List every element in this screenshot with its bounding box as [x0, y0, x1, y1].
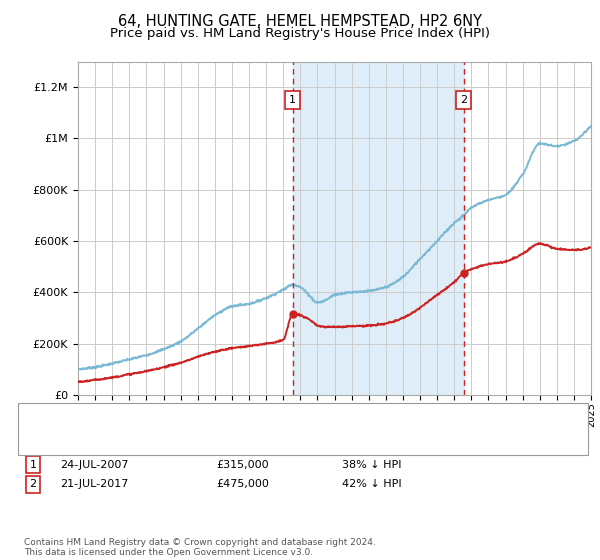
Text: 38% ↓ HPI: 38% ↓ HPI [342, 460, 401, 470]
Text: 2: 2 [29, 479, 37, 489]
Text: ─────: ───── [36, 413, 74, 427]
Text: 2: 2 [460, 95, 467, 105]
Text: 24-JUL-2007: 24-JUL-2007 [60, 460, 128, 470]
Text: £475,000: £475,000 [216, 479, 269, 489]
Text: ─────: ───── [36, 430, 74, 444]
Text: £315,000: £315,000 [216, 460, 269, 470]
Text: Contains HM Land Registry data © Crown copyright and database right 2024.
This d: Contains HM Land Registry data © Crown c… [24, 538, 376, 557]
Text: 21-JUL-2017: 21-JUL-2017 [60, 479, 128, 489]
Text: Price paid vs. HM Land Registry's House Price Index (HPI): Price paid vs. HM Land Registry's House … [110, 27, 490, 40]
Bar [293, 62, 464, 395]
Text: HPI: Average price, detached house, Dacorum: HPI: Average price, detached house, Daco… [81, 432, 333, 442]
Text: 1: 1 [289, 95, 296, 105]
Text: 64, HUNTING GATE, HEMEL HEMPSTEAD, HP2 6NY (detached house): 64, HUNTING GATE, HEMEL HEMPSTEAD, HP2 6… [81, 415, 454, 425]
Text: 1: 1 [29, 460, 37, 470]
Text: 64, HUNTING GATE, HEMEL HEMPSTEAD, HP2 6NY: 64, HUNTING GATE, HEMEL HEMPSTEAD, HP2 6… [118, 14, 482, 29]
Text: 42% ↓ HPI: 42% ↓ HPI [342, 479, 401, 489]
